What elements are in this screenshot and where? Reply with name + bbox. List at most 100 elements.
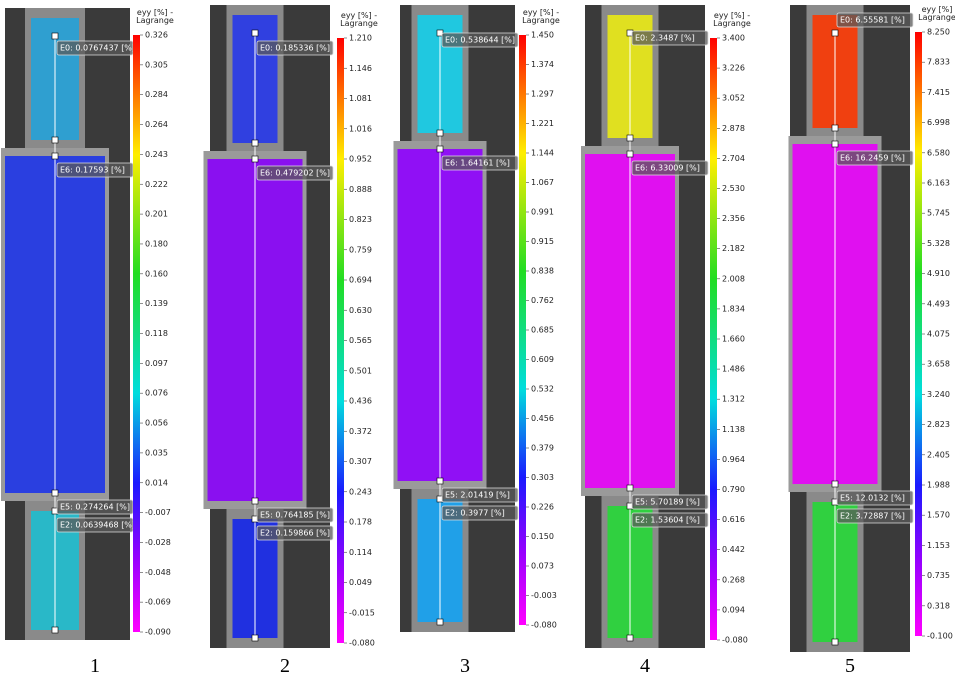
tick-label: 2.878 (722, 124, 745, 133)
tick-label: 1.486 (722, 365, 745, 374)
panel: E0: 2.3487 [%] E6: 6.33009 [%] E5: 5.70189… (581, 5, 751, 648)
tick-label: 0.762 (531, 296, 554, 305)
tick-label: 1.570 (927, 511, 950, 520)
tick-label: 7.833 (927, 58, 950, 67)
tick-label: 0.243 (349, 487, 372, 496)
tick-label: 0.565 (349, 336, 372, 345)
tick-label: 1.374 (531, 60, 554, 69)
marker (252, 498, 258, 504)
marker (252, 140, 258, 146)
tick-label: -0.028 (145, 538, 171, 547)
tick-label: 4.910 (927, 269, 950, 278)
panel: E0: 0.0767437 [%]E6: 0.17593 [%]E5: 0.27… (1, 8, 174, 640)
tag-label: E6: 0.479202 [%] (260, 169, 330, 178)
colorbar (519, 35, 526, 625)
tick-label: 0.630 (349, 306, 372, 315)
marker (832, 639, 838, 645)
panel-number: 5 (845, 655, 855, 677)
marker (252, 30, 258, 36)
tick-label: 0.991 (531, 208, 554, 217)
tick-label: 1.221 (531, 119, 554, 128)
tick-label: 0.150 (531, 532, 554, 541)
tick-label: 1.297 (531, 90, 554, 99)
tick-label: 0.759 (349, 245, 372, 254)
tick-label: 3.400 (722, 34, 745, 43)
tick-label: 2.530 (722, 184, 745, 193)
tick-label: 0.372 (349, 427, 372, 436)
tick-label: 0.178 (349, 518, 372, 527)
tick-label: 8.250 (927, 28, 950, 37)
tick-label: 0.952 (349, 155, 372, 164)
tick-label: 2.356 (722, 214, 745, 223)
marker (437, 146, 443, 152)
panel-number: 4 (640, 655, 650, 677)
tick-label: 1.067 (531, 178, 554, 187)
tick-label: 0.222 (145, 180, 168, 189)
tick-label: -0.003 (531, 591, 557, 600)
tick-label: 0.264 (145, 120, 168, 129)
tick-label: 1.834 (722, 304, 745, 313)
panel-number: 2 (280, 655, 290, 677)
tag-label: E0: 6.55581 [%] (840, 16, 905, 25)
tick-label: 0.076 (145, 389, 168, 398)
tick-label: 0.284 (145, 90, 168, 99)
colorbar (337, 38, 344, 643)
tag-label: E2: 1.53604 [%] (635, 516, 700, 525)
tick-label: 0.097 (145, 359, 168, 368)
marker (52, 627, 58, 633)
colorbar-title: Lagrange (713, 19, 751, 28)
tick-label: 2.405 (927, 450, 950, 459)
tick-label: 1.146 (349, 64, 372, 73)
tick-label: 6.163 (927, 179, 950, 188)
colorbar-title: Lagrange (340, 19, 378, 28)
tick-label: -0.069 (145, 598, 171, 607)
tag-label: E0: 2.3487 [%] (635, 34, 695, 43)
tick-label: 0.118 (145, 329, 168, 338)
tick-label: 0.160 (145, 269, 168, 278)
tick-label: 0.456 (531, 414, 554, 423)
tick-label: 2.008 (722, 274, 745, 283)
tick-label: 0.307 (349, 457, 372, 466)
tag-label: E5: 12.0132 [%] (840, 494, 905, 503)
marker (52, 33, 58, 39)
tick-label: 0.964 (722, 455, 745, 464)
tick-label: 0.326 (145, 31, 168, 40)
panel-number: 1 (90, 655, 100, 677)
tick-label: 1.138 (722, 425, 745, 434)
tick-label: 0.532 (531, 385, 554, 394)
tick-label: 1.210 (349, 34, 372, 43)
colorbar-title: Lagrange (136, 16, 174, 25)
tick-label: 0.014 (145, 478, 168, 487)
tick-label: -0.080 (349, 639, 375, 648)
colorbar (915, 32, 922, 636)
marker (832, 141, 838, 147)
tick-label: 0.915 (531, 237, 554, 246)
tag-label: E0: 0.538644 [%] (445, 36, 515, 45)
marker (252, 635, 258, 641)
tick-label: -0.100 (927, 632, 953, 641)
marker (437, 619, 443, 625)
marker (832, 125, 838, 131)
tick-label: 7.415 (927, 88, 950, 97)
colorbar-title: Lagrange (522, 16, 560, 25)
panel: E0: 0.538644 [%]E6: 1.64161 [%]E5: 2.014… (394, 5, 560, 632)
tag-label: E5: 0.274264 [%] (60, 503, 130, 512)
tick-label: 0.838 (531, 267, 554, 276)
colorbar (710, 38, 717, 640)
tick-label: -0.007 (145, 508, 171, 517)
colorbar (133, 35, 140, 632)
tag-label: E2: 0.0639468 [%] (60, 521, 135, 530)
tick-label: 0.114 (349, 548, 372, 557)
tick-label: 0.735 (927, 571, 950, 580)
figure: E0: 0.0767437 [%]E6: 0.17593 [%]E5: 0.27… (0, 0, 955, 679)
tick-label: 0.685 (531, 326, 554, 335)
tick-label: -0.080 (531, 621, 557, 630)
tag-label: E6: 6.33009 [%] (635, 164, 700, 173)
tick-label: 0.609 (531, 355, 554, 364)
marker (627, 151, 633, 157)
marker (252, 156, 258, 162)
tag-label: E5: 5.70189 [%] (635, 498, 700, 507)
panel-number: 3 (460, 655, 470, 677)
tag-label: E2: 0.3977 [%] (445, 509, 505, 518)
tick-label: 1.312 (722, 395, 745, 404)
